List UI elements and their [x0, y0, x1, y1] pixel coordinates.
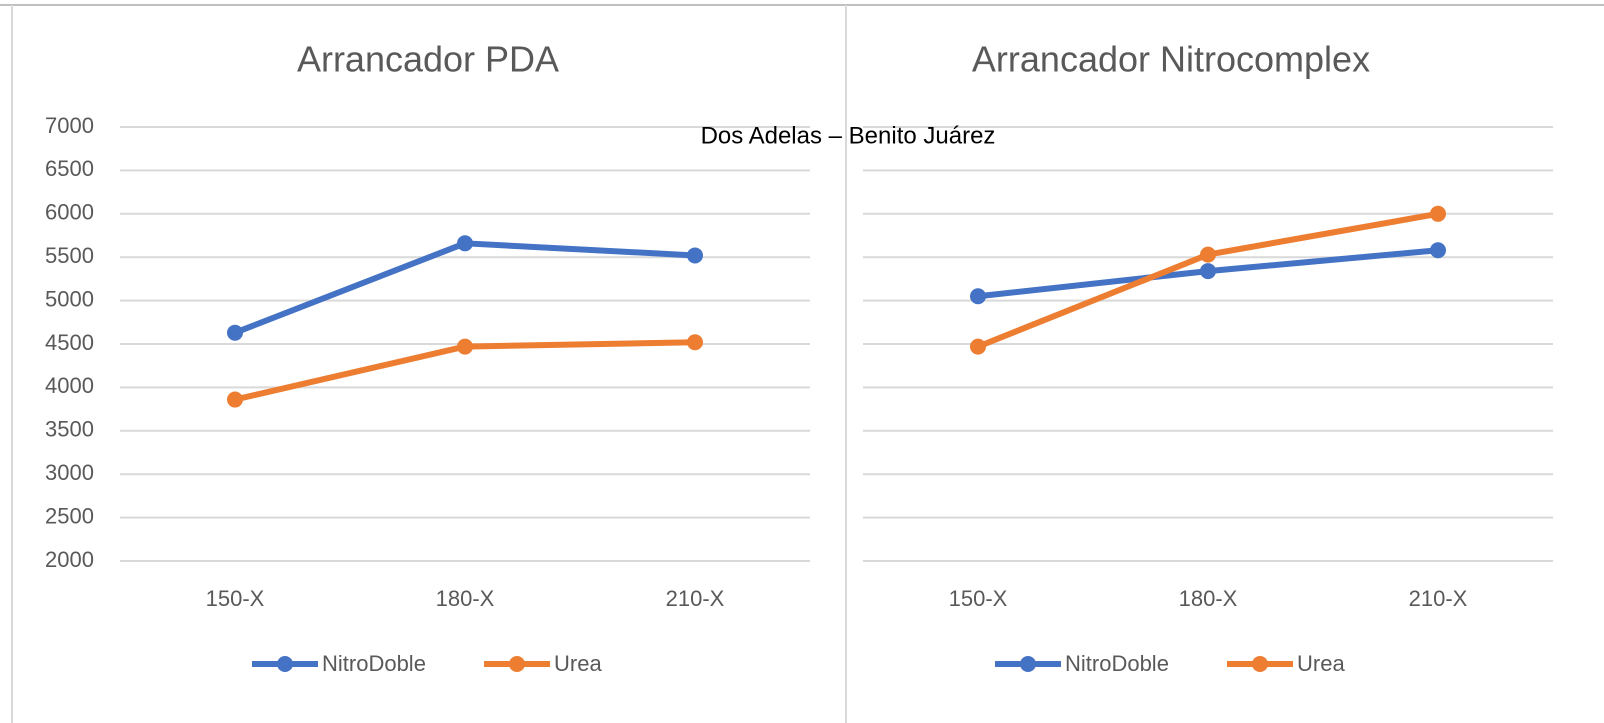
point — [687, 334, 703, 351]
point — [227, 324, 243, 341]
point — [1430, 242, 1446, 259]
legend-label: NitroDoble — [1065, 651, 1169, 676]
x-tick-label: 180-X — [436, 586, 495, 611]
legend-marker — [1020, 656, 1036, 672]
y-tick-label: 3500 — [45, 417, 94, 442]
x-tick-label: 180-X — [1179, 586, 1238, 611]
y-tick-label: 2000 — [45, 547, 94, 572]
legend-label: Urea — [1297, 651, 1345, 676]
charts: Arrancador PDA 2000 2500 3000 3500 4000 4500 50… — [45, 39, 1553, 676]
y-tick-label: 2500 — [45, 503, 94, 528]
legend-label: Urea — [554, 651, 602, 676]
y-tick-label: 3000 — [45, 460, 94, 485]
point — [970, 288, 986, 305]
legend-marker — [509, 656, 525, 672]
point — [457, 338, 473, 355]
point — [1200, 246, 1216, 263]
y-tick-label: 5000 — [45, 286, 94, 311]
legend-marker — [277, 656, 293, 672]
point — [970, 338, 986, 355]
y-tick-label: 6500 — [45, 156, 94, 181]
point — [1200, 263, 1216, 280]
x-tick-label: 210-X — [666, 586, 725, 611]
series-line — [976, 210, 1439, 350]
y-tick-label: 4000 — [45, 373, 94, 398]
y-tick-label: 5500 — [45, 243, 94, 268]
chart-title: Arrancador PDA — [297, 39, 559, 80]
chart-title: Arrancador Nitrocomplex — [972, 39, 1370, 80]
point — [457, 235, 473, 252]
y-tick-label: 7000 — [45, 113, 94, 138]
x-tick-label: 210-X — [1409, 586, 1468, 611]
x-tick-label: 150-X — [206, 586, 265, 611]
point — [1430, 205, 1446, 222]
y-tick-label: 4500 — [45, 330, 94, 355]
y-tick-label: 6000 — [45, 200, 94, 225]
x-tick-label: 150-X — [949, 586, 1008, 611]
point — [227, 391, 243, 408]
overlay-label: Dos Adelas – Benito Juárez — [701, 122, 996, 149]
legend-label: NitroDoble — [322, 651, 426, 676]
legend-marker — [1252, 656, 1268, 672]
point — [687, 247, 703, 264]
